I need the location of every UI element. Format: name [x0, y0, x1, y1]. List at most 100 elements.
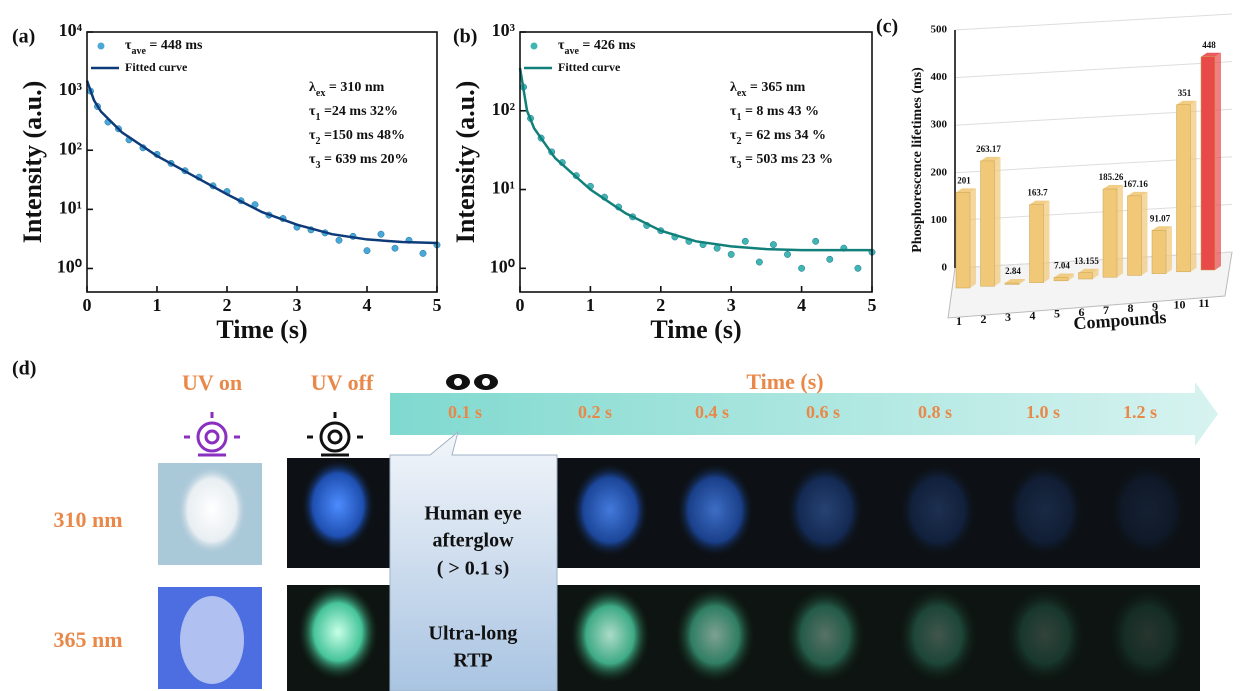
time-label: 0.2 s	[578, 402, 612, 422]
y-tick-label: 10⁰	[490, 256, 515, 276]
panel-d: (d) UV on UV off Time (s) 310 nm 365 nm …	[12, 358, 1218, 691]
text-part: =150 ms 48%	[320, 128, 405, 143]
bar-top	[980, 156, 1001, 161]
data-point	[377, 230, 385, 238]
text-part: τ	[309, 128, 316, 143]
data-label: 2.84	[1005, 266, 1021, 276]
time-arrow	[390, 382, 1218, 446]
bar-side	[994, 156, 1001, 287]
x-tick-label: 11	[1198, 296, 1209, 310]
data-point	[826, 255, 834, 263]
y-tick-label: 500	[931, 24, 948, 36]
callout-line: Ultra-long	[429, 623, 518, 645]
bar	[1102, 188, 1118, 278]
photo-sample	[177, 465, 247, 555]
annotation: τ2 = 62 ms 34 %	[730, 128, 826, 147]
text-part: τ	[125, 38, 132, 53]
grid-line	[954, 61, 1233, 79]
text-part: ave	[131, 46, 146, 57]
data-label: 7.04	[1054, 261, 1070, 271]
text-part: = 8 ms 43 %	[741, 104, 819, 119]
bar	[980, 160, 995, 287]
time-label: 0.1 s	[448, 402, 482, 422]
data-point	[391, 244, 399, 252]
text-part: ave	[564, 46, 579, 57]
text-part: τ	[730, 104, 737, 119]
bar-top	[1152, 226, 1172, 231]
data-point	[419, 249, 427, 257]
uv-off-icon	[307, 412, 363, 457]
text-part: λ	[309, 80, 316, 95]
text-part: = 365 nm	[746, 80, 805, 95]
text-part: τ	[730, 152, 737, 167]
bar	[1053, 277, 1069, 282]
legend-marker	[97, 42, 105, 50]
plot-frame	[86, 31, 438, 293]
bar-side	[970, 188, 976, 288]
callout-line: RTP	[453, 650, 492, 672]
data-label: 91.07	[1150, 213, 1171, 223]
x-tick-label: 5	[868, 295, 877, 315]
photo-sample	[302, 460, 374, 550]
text-part: 1	[315, 112, 320, 123]
annotation: τ1 = 8 ms 43 %	[730, 104, 819, 123]
x-tick-label: 2	[981, 312, 987, 326]
bar-side	[1117, 185, 1123, 278]
time-title: Time (s)	[746, 369, 823, 394]
data-point	[798, 264, 806, 272]
bar	[1004, 282, 1020, 285]
bar-top	[1127, 191, 1148, 196]
y-axis-label: Phosphorescence lifetimes (ms)	[910, 67, 925, 253]
x-tick-label: 10	[1174, 298, 1186, 312]
text-part: = 448 ms	[146, 38, 203, 53]
data-label: 201	[957, 175, 971, 185]
x-tick-label: 7	[1103, 303, 1109, 317]
plot-frame	[519, 31, 873, 293]
text-part: 2	[315, 136, 320, 147]
bar-side	[1166, 226, 1172, 274]
bar-side	[1043, 200, 1050, 283]
legend-label: τave = 448 ms	[125, 38, 203, 57]
time-label: 0.8 s	[918, 402, 952, 422]
data-point	[769, 241, 777, 249]
bar-top	[1201, 52, 1221, 57]
panel-label: (b)	[453, 26, 477, 48]
data-point	[727, 250, 735, 258]
panel-label: (d)	[12, 358, 36, 380]
bar-side	[1190, 100, 1197, 272]
callout-line: ( > 0.1 s)	[437, 558, 510, 580]
bar	[1029, 204, 1044, 283]
annotation: τ3 = 503 ms 23 %	[730, 152, 833, 171]
time-label: 1.0 s	[1026, 402, 1060, 422]
text-part: τ	[309, 152, 316, 167]
y-tick-label: 400	[931, 71, 948, 83]
bar-side	[1215, 52, 1221, 270]
y-tick-label: 300	[931, 119, 948, 131]
x-tick-label: 6	[1079, 305, 1085, 319]
annotation: τ1 =24 ms 32%	[309, 104, 398, 123]
legend-marker	[530, 42, 538, 50]
bar	[1200, 56, 1216, 271]
y-axis-label: Intensity (a.u.)	[451, 81, 480, 244]
x-tick-label: 3	[727, 295, 736, 315]
photo-sample	[298, 584, 378, 680]
text-part: 3	[315, 160, 320, 171]
fitted-curve	[518, 67, 872, 252]
text-part: =24 ms 32%	[320, 104, 398, 119]
data-label: 167.16	[1123, 179, 1148, 189]
data-point	[741, 237, 749, 245]
x-tick-label: 2	[223, 295, 232, 315]
bar-top	[1054, 273, 1074, 278]
legend-label: τave = 426 ms	[558, 38, 636, 57]
x-tick-label: 4	[1030, 308, 1036, 322]
y-tick-label: 10⁰	[57, 257, 82, 277]
callout-line: afterglow	[432, 530, 514, 552]
data-label: 13.155	[1074, 256, 1099, 266]
x-tick-label: 8	[1128, 301, 1134, 315]
bar	[1151, 230, 1167, 274]
frames-310	[572, 464, 1186, 556]
grid-line	[954, 13, 1233, 31]
text-part: ex	[737, 88, 746, 99]
x-tick-label: 1	[956, 314, 962, 328]
